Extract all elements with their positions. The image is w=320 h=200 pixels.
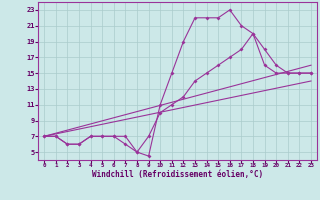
X-axis label: Windchill (Refroidissement éolien,°C): Windchill (Refroidissement éolien,°C)	[92, 170, 263, 179]
